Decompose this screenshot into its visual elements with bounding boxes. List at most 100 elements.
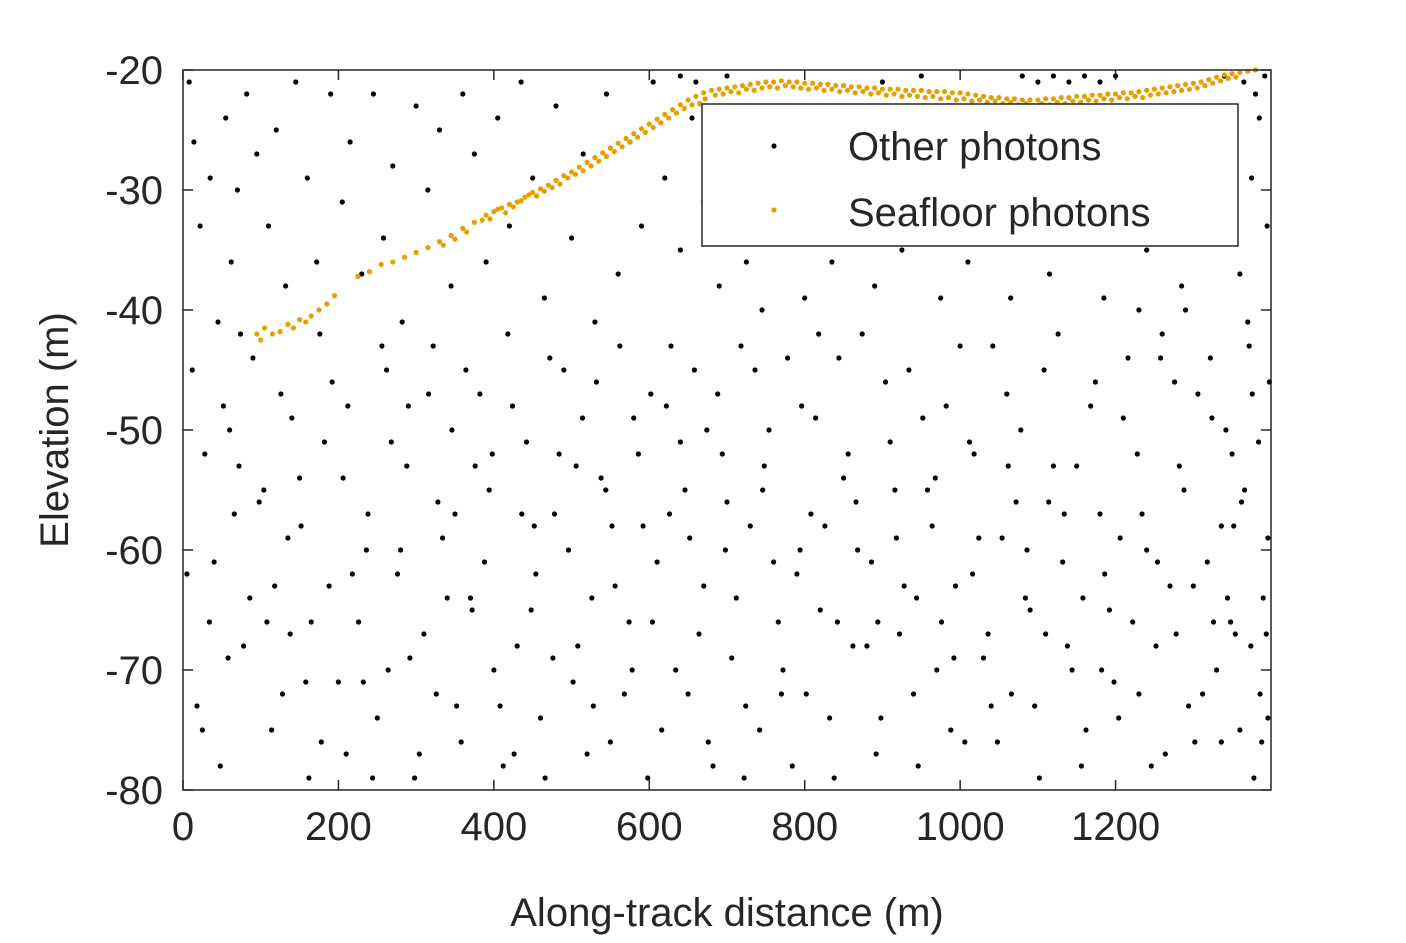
data-point	[743, 703, 749, 709]
data-point	[526, 192, 532, 198]
data-point	[1214, 667, 1220, 673]
data-point	[1238, 499, 1245, 505]
data-point	[759, 307, 765, 313]
data-point	[786, 79, 792, 85]
data-point	[1260, 595, 1266, 601]
data-point	[1181, 487, 1187, 493]
data-point	[378, 261, 384, 267]
data-point	[1004, 391, 1010, 397]
data-point	[629, 667, 635, 673]
data-point	[1248, 643, 1254, 649]
data-point	[388, 439, 394, 445]
data-point	[763, 79, 769, 85]
data-point	[906, 367, 912, 373]
data-point	[1066, 95, 1072, 101]
data-point	[994, 739, 1001, 745]
data-point	[1214, 74, 1220, 80]
data-point	[817, 607, 823, 613]
data-point	[799, 403, 805, 409]
data-point	[572, 171, 579, 177]
data-point	[988, 703, 994, 709]
data-point	[1136, 307, 1142, 313]
data-point	[1097, 92, 1103, 98]
data-point	[910, 691, 917, 697]
data-point	[1221, 72, 1227, 78]
data-point	[227, 427, 233, 433]
data-point	[549, 185, 555, 191]
data-point	[244, 91, 250, 97]
data-point	[677, 73, 684, 79]
data-point	[705, 739, 711, 745]
data-point	[654, 116, 660, 122]
data-point	[297, 475, 303, 481]
data-point	[385, 667, 391, 673]
data-point	[1117, 535, 1123, 541]
data-point	[1050, 73, 1056, 79]
data-point	[638, 223, 645, 229]
data-point	[1263, 631, 1269, 637]
data-point	[398, 547, 404, 553]
data-point	[1097, 79, 1103, 85]
data-point	[340, 475, 346, 481]
data-point	[696, 631, 702, 637]
data-point	[421, 631, 427, 637]
data-point	[872, 85, 878, 91]
data-point	[541, 188, 548, 194]
data-point	[893, 535, 900, 541]
data-point	[821, 87, 827, 93]
data-point	[771, 559, 777, 565]
data-point	[298, 523, 304, 529]
data-point	[659, 727, 665, 733]
data-point	[502, 210, 509, 216]
data-point	[505, 331, 511, 337]
data-point	[1055, 331, 1061, 337]
data-point	[1223, 427, 1229, 433]
data-point	[638, 126, 645, 132]
data-point	[197, 223, 203, 229]
data-point	[191, 139, 197, 145]
data-point	[537, 186, 544, 192]
data-point	[627, 139, 633, 145]
data-point	[202, 451, 208, 457]
data-point	[237, 331, 244, 337]
data-point	[355, 273, 361, 279]
data-point	[514, 199, 520, 205]
data-point	[1210, 619, 1217, 625]
data-point	[452, 511, 458, 517]
data-point	[1128, 90, 1134, 96]
data-point	[761, 463, 767, 469]
data-point	[349, 571, 355, 577]
data-point	[481, 559, 488, 565]
data-point	[207, 175, 213, 181]
y-tick-label: -50	[105, 409, 163, 453]
data-point	[860, 89, 866, 95]
data-point	[896, 631, 903, 637]
data-point	[868, 91, 874, 97]
data-point	[297, 317, 303, 323]
data-point	[1229, 71, 1235, 77]
data-point	[380, 235, 387, 241]
data-point	[899, 93, 905, 99]
data-point	[556, 451, 562, 457]
data-point	[759, 85, 765, 91]
data-point	[261, 487, 267, 493]
data-point	[518, 79, 524, 85]
data-point	[345, 403, 351, 409]
data-point	[646, 121, 652, 127]
data-point	[225, 655, 231, 661]
data-point	[356, 619, 362, 625]
data-point	[303, 679, 309, 685]
data-point	[827, 715, 833, 721]
data-point	[640, 523, 646, 529]
data-point	[1173, 631, 1179, 637]
data-point	[537, 715, 544, 721]
data-point	[258, 337, 264, 343]
data-point	[802, 295, 808, 301]
data-point	[631, 131, 637, 137]
data-point	[1179, 283, 1185, 289]
data-point	[980, 655, 987, 661]
data-point	[279, 691, 286, 697]
data-point	[650, 125, 656, 131]
data-point	[934, 89, 940, 95]
data-point	[483, 259, 489, 265]
